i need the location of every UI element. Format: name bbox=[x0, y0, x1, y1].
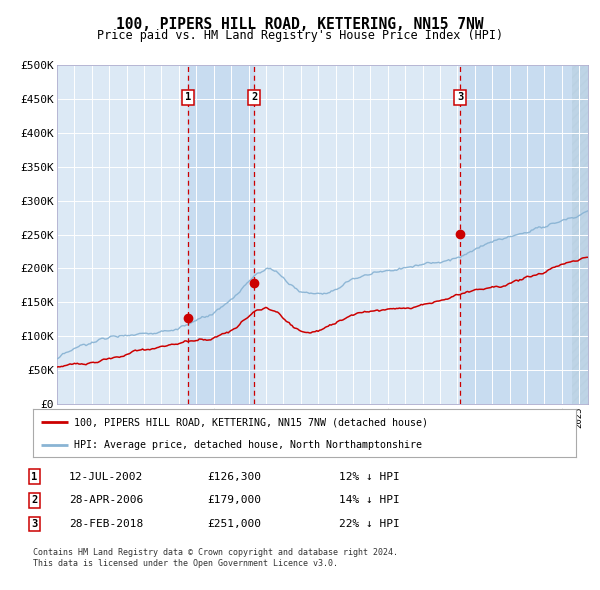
Text: 100, PIPERS HILL ROAD, KETTERING, NN15 7NW (detached house): 100, PIPERS HILL ROAD, KETTERING, NN15 7… bbox=[74, 417, 428, 427]
Text: 3: 3 bbox=[31, 519, 37, 529]
Text: HPI: Average price, detached house, North Northamptonshire: HPI: Average price, detached house, Nort… bbox=[74, 440, 422, 450]
Text: 1: 1 bbox=[31, 472, 37, 481]
Text: Contains HM Land Registry data © Crown copyright and database right 2024.: Contains HM Land Registry data © Crown c… bbox=[33, 548, 398, 556]
Text: 28-APR-2006: 28-APR-2006 bbox=[69, 496, 143, 505]
Bar bbox=[572, 65, 588, 404]
Text: 12% ↓ HPI: 12% ↓ HPI bbox=[339, 472, 400, 481]
Text: 100, PIPERS HILL ROAD, KETTERING, NN15 7NW: 100, PIPERS HILL ROAD, KETTERING, NN15 7… bbox=[116, 17, 484, 31]
Text: £126,300: £126,300 bbox=[207, 472, 261, 481]
Bar bbox=[460, 65, 588, 404]
Text: This data is licensed under the Open Government Licence v3.0.: This data is licensed under the Open Gov… bbox=[33, 559, 338, 568]
Text: £179,000: £179,000 bbox=[207, 496, 261, 505]
Text: 2: 2 bbox=[251, 93, 257, 103]
Text: Price paid vs. HM Land Registry's House Price Index (HPI): Price paid vs. HM Land Registry's House … bbox=[97, 29, 503, 42]
Bar bbox=[188, 65, 254, 404]
Text: 22% ↓ HPI: 22% ↓ HPI bbox=[339, 519, 400, 529]
Text: £251,000: £251,000 bbox=[207, 519, 261, 529]
Text: 3: 3 bbox=[457, 93, 463, 103]
Text: 28-FEB-2018: 28-FEB-2018 bbox=[69, 519, 143, 529]
Text: 14% ↓ HPI: 14% ↓ HPI bbox=[339, 496, 400, 505]
Text: 2: 2 bbox=[31, 496, 37, 505]
Text: 12-JUL-2002: 12-JUL-2002 bbox=[69, 472, 143, 481]
Text: 1: 1 bbox=[185, 93, 191, 103]
